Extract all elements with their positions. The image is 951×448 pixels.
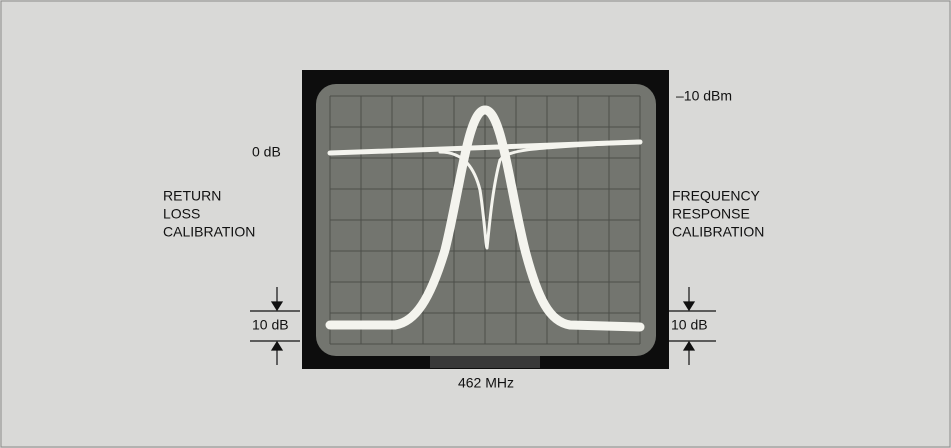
zero-db-label: 0 dB bbox=[252, 144, 281, 160]
right-scale-marker bbox=[669, 287, 716, 365]
return-loss-trace bbox=[438, 140, 642, 250]
left-caption: CALIBRATION bbox=[163, 224, 255, 240]
reference-level-label: –10 dBm bbox=[676, 88, 732, 104]
left-scale-label: 10 dB bbox=[252, 317, 289, 333]
left-caption: LOSS bbox=[163, 206, 200, 222]
right-caption: RESPONSE bbox=[672, 206, 750, 222]
left-scale-marker bbox=[250, 287, 300, 365]
frequency-response-trace bbox=[325, 105, 645, 332]
bezel-glare bbox=[430, 356, 540, 368]
right-scale-label: 10 dB bbox=[671, 317, 708, 333]
left-caption: RETURN bbox=[163, 188, 221, 204]
right-caption: CALIBRATION bbox=[672, 224, 764, 240]
frequency-label: 462 MHz bbox=[458, 375, 514, 391]
right-caption: FREQUENCY bbox=[672, 188, 761, 204]
